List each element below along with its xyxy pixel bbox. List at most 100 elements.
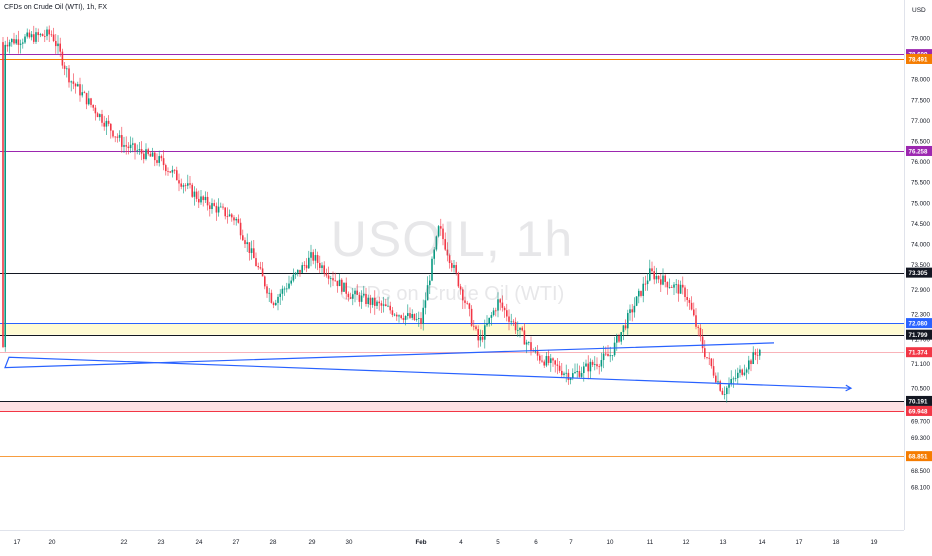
candle-up bbox=[250, 248, 253, 253]
candle-down bbox=[237, 218, 240, 223]
candle-up bbox=[627, 313, 629, 329]
candle-down bbox=[242, 235, 244, 241]
time-axis[interactable]: 17 20 22 23 24 27 28 29 30 Feb 4 5 6 7 10 11 12 13 14 17 18 1… bbox=[0, 530, 904, 551]
candle-down bbox=[708, 357, 710, 359]
candle-down bbox=[303, 265, 306, 266]
candle-down bbox=[165, 165, 167, 172]
candle-down bbox=[147, 149, 149, 154]
candle-up bbox=[211, 203, 213, 210]
candle-up bbox=[393, 314, 396, 316]
candle-up bbox=[193, 191, 196, 197]
time-tick-label: 28 bbox=[270, 539, 277, 546]
candle-up bbox=[453, 265, 455, 268]
candle-down bbox=[222, 206, 224, 208]
candle-up bbox=[81, 92, 83, 96]
price-badge bbox=[906, 395, 932, 406]
price-badge-label: 69.948 bbox=[909, 408, 928, 415]
candle-down bbox=[92, 104, 94, 108]
candle-down bbox=[33, 34, 35, 42]
demand-zone bbox=[0, 400, 904, 411]
candle-up bbox=[613, 342, 616, 356]
candle-up bbox=[545, 356, 548, 366]
candle-down bbox=[365, 293, 367, 304]
candle-down bbox=[189, 183, 191, 185]
candle-up bbox=[717, 381, 719, 383]
price-chart-svg[interactable] bbox=[0, 0, 904, 530]
plot-area[interactable]: USOIL, 1h CFDs on Crude Oil (WTI) CFDs o… bbox=[0, 0, 904, 530]
candle-up bbox=[217, 206, 220, 213]
candle-down bbox=[195, 191, 198, 199]
candle-up bbox=[24, 36, 26, 43]
candle-down bbox=[712, 366, 715, 376]
candle-down bbox=[719, 381, 721, 391]
currency-label[interactable]: USD bbox=[912, 7, 926, 14]
candle-down bbox=[420, 318, 422, 324]
candle-up bbox=[679, 284, 682, 294]
candle-down bbox=[233, 217, 235, 221]
candle-down bbox=[448, 255, 451, 264]
price-badge bbox=[906, 318, 932, 329]
candle-up bbox=[616, 335, 618, 343]
candle-up bbox=[550, 358, 552, 363]
candle-down bbox=[552, 358, 554, 361]
time-tick-label: 4 bbox=[459, 539, 463, 546]
price-tick-label: 74.500 bbox=[911, 221, 930, 228]
candle-up bbox=[376, 301, 378, 306]
candle-down bbox=[523, 330, 526, 345]
candle-down bbox=[473, 325, 475, 327]
candle-up bbox=[576, 371, 578, 373]
price-badge bbox=[906, 405, 932, 416]
candle-up bbox=[490, 315, 493, 318]
candle-down bbox=[121, 135, 123, 147]
candle-up bbox=[297, 269, 299, 273]
candle-down bbox=[74, 83, 77, 87]
candle-up bbox=[367, 297, 369, 304]
candle-up bbox=[732, 378, 735, 380]
candle-up bbox=[246, 242, 248, 245]
candle-down bbox=[464, 300, 466, 303]
price-badge bbox=[906, 329, 932, 340]
time-tick-label: Feb bbox=[415, 539, 426, 546]
candle-up bbox=[387, 305, 389, 307]
candle-up bbox=[283, 288, 286, 290]
candle-up bbox=[321, 265, 323, 268]
candle-down bbox=[162, 158, 165, 166]
candle-down bbox=[451, 263, 453, 268]
candle-down bbox=[96, 113, 99, 118]
candle-down bbox=[50, 34, 53, 36]
candle-down bbox=[272, 302, 275, 306]
candle-down bbox=[358, 294, 361, 302]
candle-down bbox=[413, 314, 416, 320]
candle-down bbox=[506, 310, 508, 317]
candle-down bbox=[704, 348, 706, 358]
candle-down bbox=[140, 149, 143, 154]
candle-up bbox=[39, 34, 42, 36]
price-badge bbox=[906, 145, 932, 156]
time-tick-label: 17 bbox=[796, 539, 803, 546]
candle-down bbox=[154, 152, 156, 161]
candle-down bbox=[48, 29, 50, 35]
candle-down bbox=[369, 297, 372, 305]
candle-up bbox=[22, 42, 24, 44]
candle-down bbox=[270, 292, 273, 303]
candle-down bbox=[556, 364, 559, 366]
candle-down bbox=[530, 342, 532, 351]
time-tick-label: 6 bbox=[534, 539, 538, 546]
candle-down bbox=[400, 315, 402, 319]
candle-up bbox=[563, 373, 565, 376]
candle-up bbox=[235, 218, 237, 221]
candle-down bbox=[266, 286, 268, 294]
candle-down bbox=[79, 84, 81, 96]
candle-down bbox=[244, 240, 246, 245]
price-tick-label: 76.000 bbox=[911, 159, 930, 166]
price-tick-label: 70.500 bbox=[911, 386, 930, 393]
candle-up bbox=[668, 287, 671, 288]
candle-down bbox=[94, 107, 97, 114]
candle-down bbox=[253, 248, 255, 259]
candle-down bbox=[61, 51, 64, 66]
candle-down bbox=[316, 255, 319, 263]
candle-up bbox=[759, 349, 761, 356]
price-axis[interactable]: 79.00078.50078.00077.50077.00076.50076.0… bbox=[904, 0, 932, 530]
candle-down bbox=[255, 258, 257, 267]
